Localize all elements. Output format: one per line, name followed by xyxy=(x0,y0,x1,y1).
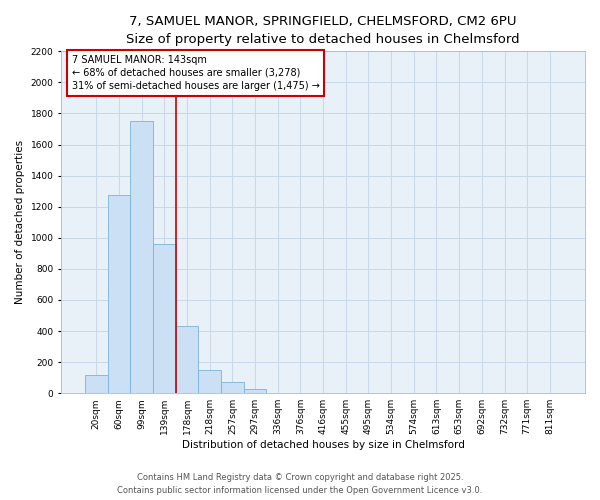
Bar xyxy=(85,376,107,393)
Y-axis label: Number of detached properties: Number of detached properties xyxy=(15,140,25,304)
Bar xyxy=(176,326,199,393)
X-axis label: Distribution of detached houses by size in Chelmsford: Distribution of detached houses by size … xyxy=(182,440,464,450)
Bar xyxy=(221,382,244,393)
Title: 7, SAMUEL MANOR, SPRINGFIELD, CHELMSFORD, CM2 6PU
Size of property relative to d: 7, SAMUEL MANOR, SPRINGFIELD, CHELMSFORD… xyxy=(126,15,520,46)
Bar xyxy=(244,388,266,393)
Bar xyxy=(199,370,221,393)
Text: Contains HM Land Registry data © Crown copyright and database right 2025.
Contai: Contains HM Land Registry data © Crown c… xyxy=(118,474,482,495)
Bar xyxy=(107,195,130,393)
Bar xyxy=(130,122,153,393)
Bar xyxy=(153,244,176,393)
Text: 7 SAMUEL MANOR: 143sqm
← 68% of detached houses are smaller (3,278)
31% of semi-: 7 SAMUEL MANOR: 143sqm ← 68% of detached… xyxy=(71,55,320,91)
